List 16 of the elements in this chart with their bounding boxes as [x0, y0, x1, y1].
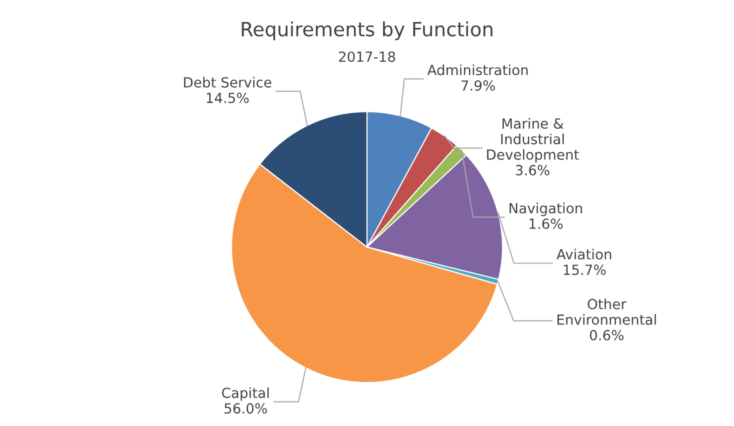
data-label: 1.6% [530, 218, 563, 229]
data-label: 14.5% [206, 92, 249, 104]
data-label: 15.7% [564, 264, 606, 276]
slice-label: Administration [427, 64, 528, 76]
data-label: 56.0% [224, 403, 267, 414]
slice-label: Debt Service [184, 76, 272, 88]
data-label: 3.6% [516, 164, 550, 176]
slice-label: Aviation [556, 248, 612, 260]
chart-title: Requirements by Function [242, 21, 492, 40]
slice-label: Navigation [510, 202, 582, 216]
slice-label: Other Environmental [558, 298, 656, 325]
data-label: 7.9% [462, 80, 495, 91]
slice-label: Capital [222, 387, 269, 401]
chart-subtitle: 2017-18 [339, 51, 396, 62]
data-label: 0.6% [590, 330, 624, 340]
slice-label: Marine & Industrial Development [487, 118, 579, 163]
